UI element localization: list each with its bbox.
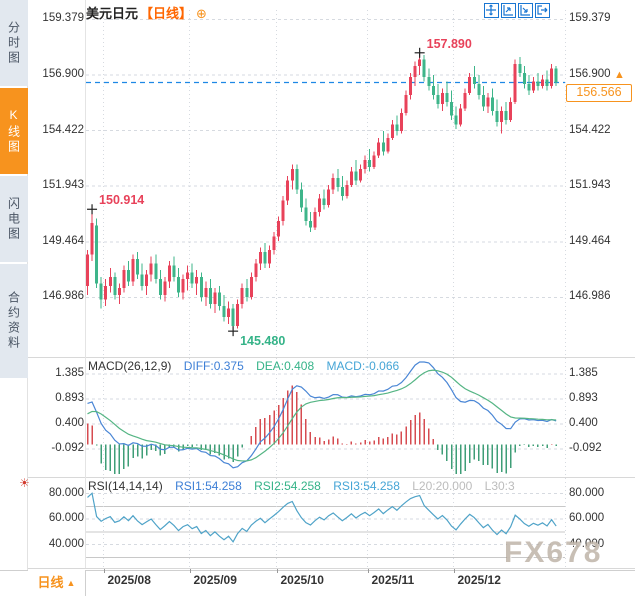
x-axis-date-label: 2025/12 [457, 573, 501, 587]
fit-chart-icon[interactable] [501, 3, 516, 18]
scale-axis-icon[interactable] [518, 3, 533, 18]
sidebar-tab-contract-info[interactable]: 合约资料 [0, 264, 28, 378]
macd-axis-label-right: 0.893 [569, 391, 598, 404]
macd-axis-label-right: 1.385 [569, 366, 598, 379]
rsi-header: RSI(14,14,14) RSI1:54.258 RSI2:54.258 RS… [88, 479, 515, 493]
x-axis-date-label: 2025/10 [280, 573, 324, 587]
rsi2-value: RSI2:54.258 [254, 479, 321, 493]
price-annotation-low: 145.480 [240, 334, 286, 349]
price-axis-label-right: 151.943 [569, 179, 611, 192]
sidebar: 分时图 K线图 闪电图 合约资料 [0, 0, 28, 570]
pan-icon[interactable] [484, 3, 499, 18]
price-axis-label-left: 146.986 [42, 290, 84, 303]
add-indicator-icon[interactable]: ⊕ [196, 6, 207, 21]
price-axis-label-right: 154.422 [569, 123, 611, 136]
date-tick [189, 569, 191, 573]
sidebar-tab-lightning-chart[interactable]: 闪电图 [0, 176, 28, 262]
macd-axis-label-left: 0.400 [55, 417, 84, 429]
price-axis-label-right: 149.464 [569, 234, 611, 247]
chevron-up-icon: ▲ [66, 578, 76, 588]
price-annotation-high: 150.914 [99, 193, 145, 208]
price-axis-label-left: 159.379 [42, 12, 84, 25]
rsi-axis-label-left: 60.000 [48, 512, 84, 524]
sidebar-tab-time-chart[interactable]: 分时图 [0, 0, 28, 86]
rsi-l30-value: L30:3 [484, 479, 515, 493]
period-tag: 【日线】 [140, 6, 193, 21]
date-tick [453, 569, 455, 573]
date-tick [367, 569, 369, 573]
macd-title: MACD(26,12,9) [88, 359, 172, 373]
x-axis-date-label: 2025/09 [193, 573, 237, 587]
date-tick [103, 569, 105, 573]
price-axis-label-left: 151.943 [42, 179, 84, 192]
price-axis-label-right: 146.986 [569, 290, 611, 303]
price-axis-label-left: 154.422 [42, 123, 84, 136]
chart-toolbar [484, 3, 550, 18]
rsi-axis-label-right: 40.000 [569, 537, 605, 550]
x-axis-date-label: 2025/11 [371, 573, 415, 587]
symbol-name: 美元日元 [86, 6, 139, 21]
macd-hist-value: MACD:-0.066 [326, 359, 400, 373]
macd-diff-value: DIFF:0.375 [183, 359, 244, 373]
x-axis-date-label: 2025/08 [107, 573, 151, 587]
price-axis-label-left: 156.900 [42, 68, 84, 80]
rsi-axis-label-left: 40.000 [48, 537, 84, 550]
price-axis-label-left: 149.464 [42, 234, 84, 247]
macd-header: MACD(26,12,9) DIFF:0.375 DEA:0.408 MACD:… [88, 359, 399, 373]
macd-axis-label-left: -0.092 [51, 441, 84, 454]
rsi3-value: RSI3:54.258 [333, 479, 400, 493]
rsi-l20-value: L20:20.000 [412, 479, 473, 493]
period-label: 日线 [37, 575, 64, 590]
sidebar-tab-candlestick-chart[interactable]: K线图 [0, 88, 28, 174]
rsi-axis-label-right: 80.000 [569, 486, 605, 499]
rsi-title: RSI(14,14,14) [88, 479, 163, 493]
price-axis-label-right: 159.379 [569, 12, 611, 25]
rsi-axis-label-left: 80.000 [48, 486, 84, 499]
rsi-settings-icon[interactable]: ☀ [19, 476, 30, 490]
period-selector-button[interactable]: 日线 ▲ [28, 570, 86, 596]
macd-axis-label-left: 0.893 [55, 391, 84, 404]
rsi1-value: RSI1:54.258 [175, 479, 242, 493]
current-price-badge: 156.566 [566, 84, 632, 102]
date-tick [276, 569, 278, 573]
chart-title: 美元日元 【日线】 ⊕ [86, 3, 207, 22]
macd-axis-label-right: 0.400 [569, 417, 598, 429]
macd-dea-value: DEA:0.408 [256, 359, 315, 373]
macd-axis-label-left: 1.385 [55, 366, 84, 379]
macd-axis-label-right: -0.092 [569, 441, 602, 454]
bottom-bar [0, 570, 635, 596]
price-axis-label-right: 156.900 [569, 68, 611, 80]
price-marker-arrow-icon: ▲ [614, 69, 625, 81]
price-annotation-high: 157.890 [426, 36, 472, 51]
rsi-axis-label-right: 60.000 [569, 512, 605, 524]
popout-icon[interactable] [535, 3, 550, 18]
